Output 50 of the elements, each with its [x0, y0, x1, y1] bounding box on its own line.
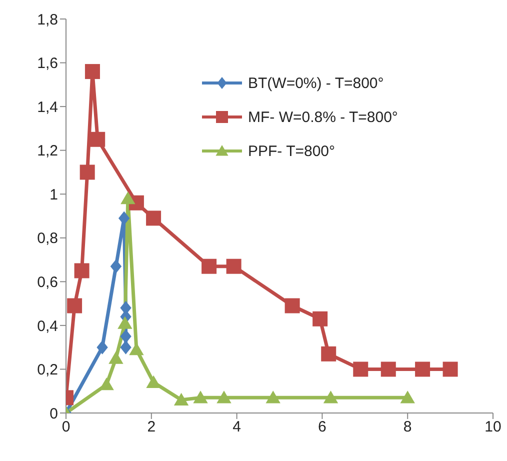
point	[380, 362, 396, 377]
y-tick-label: 0,4	[37, 318, 58, 335]
point	[146, 210, 162, 226]
point	[99, 378, 114, 390]
point	[353, 362, 368, 377]
y-tick-label: 1	[50, 186, 58, 204]
x-tick-label: 2	[147, 418, 156, 436]
point	[415, 362, 430, 377]
legend-label: PPF- T=800°	[248, 142, 336, 160]
y-tick-label: 0	[50, 405, 58, 422]
point	[193, 390, 208, 404]
y-tick-label: 1,8	[37, 11, 58, 28]
x-tick-label: 0	[62, 418, 70, 436]
legend-label: MF- W=0.8% - T=800°	[248, 108, 398, 126]
y-tick-label: 0,8	[37, 230, 58, 248]
point	[90, 132, 106, 147]
legend-label: BT(W=0%) - T=800°	[248, 74, 384, 92]
point	[400, 390, 415, 404]
point	[108, 351, 124, 364]
point	[202, 258, 217, 274]
point	[80, 164, 95, 180]
point	[216, 390, 232, 404]
y-tick-label: 0,6	[37, 274, 58, 291]
point	[67, 298, 82, 314]
point	[284, 298, 300, 314]
x-tick-label: 6	[318, 418, 326, 436]
point	[129, 342, 144, 356]
y-tick-label: 1,4	[37, 98, 58, 116]
point	[146, 375, 161, 388]
point	[84, 64, 100, 80]
point	[110, 259, 122, 274]
y-tick-label: 0,2	[37, 362, 58, 379]
point	[96, 340, 108, 354]
point	[442, 362, 458, 377]
x-tick-label: 4	[232, 418, 241, 436]
point	[312, 311, 328, 326]
y-tick-label: 1,6	[37, 55, 58, 72]
point	[120, 329, 132, 344]
point	[321, 346, 336, 362]
point	[266, 390, 280, 404]
point	[118, 211, 130, 226]
point	[74, 263, 90, 278]
point	[226, 258, 242, 274]
point	[174, 392, 189, 406]
y-tick-label: 1,2	[37, 142, 58, 160]
point	[323, 390, 338, 404]
point	[120, 191, 136, 204]
point	[118, 316, 132, 329]
x-tick-label: 8	[403, 418, 412, 436]
x-tick-label: 10	[484, 418, 502, 436]
